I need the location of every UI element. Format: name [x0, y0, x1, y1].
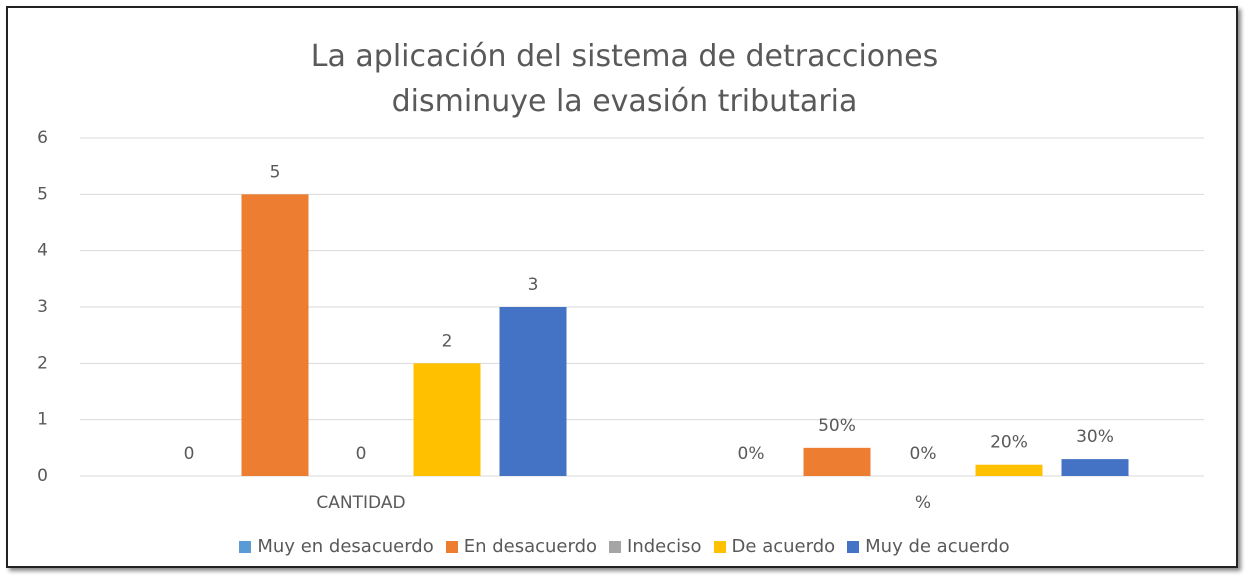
legend-item: Muy de acuerdo	[847, 536, 1010, 557]
x-tick-label: CANTIDAD	[316, 493, 405, 513]
legend-label: Indeciso	[627, 536, 702, 557]
bar	[413, 363, 481, 476]
legend-item: Muy en desacuerdo	[239, 536, 434, 557]
legend-label: En desacuerdo	[463, 536, 598, 557]
y-tick-label: 3	[37, 297, 48, 317]
legend-label: Muy de acuerdo	[865, 536, 1010, 557]
data-label: 3	[528, 275, 539, 295]
y-tick-label: 6	[37, 128, 48, 148]
legend-swatch	[847, 540, 860, 553]
legend-label: De acuerdo	[731, 536, 836, 557]
legend: Muy en desacuerdo En desacuerdo Indeciso De…	[0, 536, 1249, 557]
data-label: 5	[270, 162, 281, 182]
data-label: 20%	[990, 433, 1028, 453]
y-tick-label: 4	[37, 241, 48, 261]
legend-item: En desacuerdo	[445, 536, 598, 557]
data-label: 0%	[738, 444, 765, 464]
legend-swatch	[239, 540, 252, 553]
y-tick-label: 2	[37, 353, 48, 373]
legend-swatch	[609, 540, 622, 553]
legend-label: Muy en desacuerdo	[257, 536, 434, 557]
legend-swatch	[713, 540, 726, 553]
data-label: 30%	[1076, 427, 1114, 447]
bar	[1061, 459, 1129, 476]
data-label: 0	[356, 444, 367, 464]
legend-swatch	[445, 540, 458, 553]
chart-title: La aplicación del sistema de detraccione…	[310, 39, 939, 119]
bar	[975, 464, 1043, 476]
data-label: 0%	[910, 444, 937, 464]
data-label: 2	[442, 331, 453, 351]
bar	[499, 307, 567, 476]
chart-frame	[6, 6, 1238, 568]
data-label: 50%	[818, 416, 856, 436]
y-tick-label: 0	[37, 466, 48, 486]
bar	[803, 447, 871, 476]
y-tick-label: 5	[37, 184, 48, 204]
data-label: 0	[184, 444, 195, 464]
legend-item: De acuerdo	[713, 536, 836, 557]
legend-item: Indeciso	[609, 536, 702, 557]
y-tick-label: 1	[37, 410, 48, 430]
bar	[241, 194, 309, 477]
x-tick-label: %	[915, 493, 931, 513]
